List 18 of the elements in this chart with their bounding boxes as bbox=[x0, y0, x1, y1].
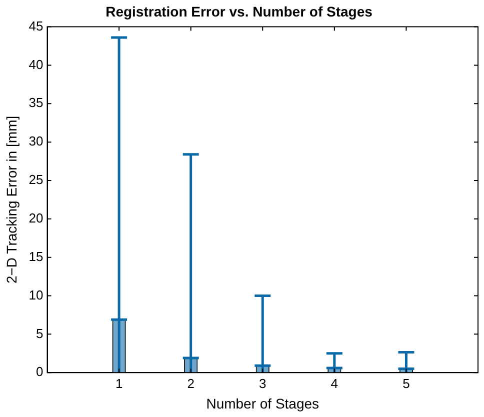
y-tick-label: 15 bbox=[28, 248, 44, 264]
y-axis-title: 2−D Tracking Error in [mm] bbox=[3, 116, 20, 284]
x-tick-label: 3 bbox=[259, 376, 266, 391]
x-axis-title: Number of Stages bbox=[206, 395, 320, 412]
y-tick-label: 10 bbox=[28, 287, 44, 302]
y-tick-label: 45 bbox=[28, 18, 44, 34]
x-tick-label: 5 bbox=[402, 376, 410, 391]
y-tick-label: 35 bbox=[28, 95, 44, 110]
x-tick-label: 4 bbox=[330, 376, 338, 391]
chart-title: Registration Error vs. Number of Stages bbox=[106, 3, 373, 20]
y-tick-label: 40 bbox=[28, 56, 44, 72]
y-tick-label: 0 bbox=[36, 364, 44, 380]
x-tick-label: 2 bbox=[187, 376, 194, 391]
y-tick-label: 25 bbox=[28, 172, 44, 188]
y-tick-label: 30 bbox=[28, 134, 44, 149]
x-tick-label: 1 bbox=[115, 376, 123, 391]
y-tick-label: 5 bbox=[36, 326, 44, 341]
y-tick-label: 20 bbox=[28, 210, 44, 226]
